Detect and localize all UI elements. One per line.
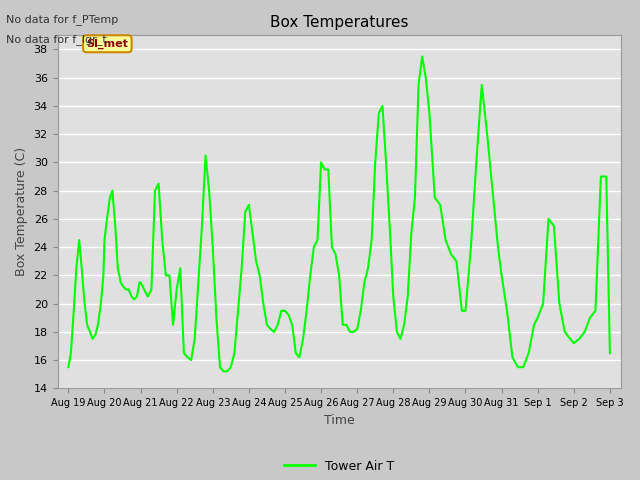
Text: No data for f_lgr_t: No data for f_lgr_t	[6, 34, 107, 45]
Y-axis label: Box Temperature (C): Box Temperature (C)	[15, 147, 28, 276]
X-axis label: Time: Time	[324, 414, 355, 427]
Legend: Tower Air T: Tower Air T	[279, 455, 399, 478]
Text: SI_met: SI_met	[86, 38, 128, 49]
Title: Box Temperatures: Box Temperatures	[270, 15, 408, 30]
Text: No data for f_PTemp: No data for f_PTemp	[6, 14, 118, 25]
